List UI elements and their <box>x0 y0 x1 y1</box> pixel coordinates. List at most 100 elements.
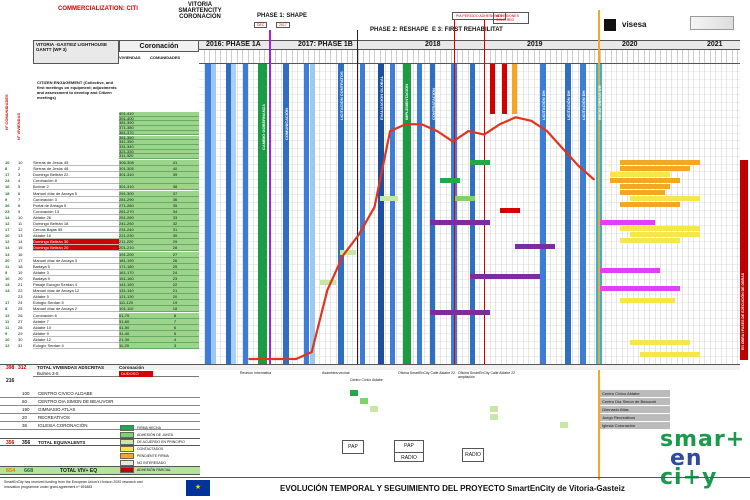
total-label: TOTAL VIVIENDAS ADSCRITAS <box>37 365 105 370</box>
evolution-point <box>514 116 517 119</box>
legend-swatch <box>120 424 134 431</box>
pap-label-2: PAP <box>404 443 414 449</box>
adhesion-note: PIA PERIODO ADHESIONES <box>452 12 507 20</box>
facility-right-label: Centro Día Simon de Beauvoir <box>600 398 670 405</box>
viviendas-header: VIVIENDAS <box>119 55 141 60</box>
legend-swatch <box>120 438 134 445</box>
status-bar <box>430 310 490 315</box>
row-viviendas: 131-140 <box>119 288 151 295</box>
facility-number: 100 <box>22 391 30 396</box>
status-bar <box>380 196 398 201</box>
right-vertical-label: EN OBRA / FASES DE EJECUCIÓN DE OBRAS <box>741 272 745 350</box>
legend-label: PENDIENTE FIRMA <box>137 453 169 458</box>
row-comunidades: 27 <box>151 251 199 258</box>
row-n-viviendas: 12 <box>5 312 10 318</box>
evolution-point <box>593 178 595 181</box>
evolution-point <box>530 119 533 122</box>
legend-label: CONTACTADOS <box>137 446 164 451</box>
timeline-label-1: Reunión informativa <box>240 371 272 375</box>
year-2019: 2019 <box>527 41 543 48</box>
legend-label: NO INTERESADO <box>137 460 166 465</box>
status-bar <box>500 208 520 213</box>
row-viviendas: 271-280 <box>119 202 151 209</box>
row-n-viviendas: 9 <box>5 330 8 336</box>
row-viviendas: 291-300 <box>119 190 151 197</box>
evolution-point <box>546 130 548 133</box>
row-viviendas: 301-310 <box>119 172 151 179</box>
total-com: 312 <box>18 365 27 371</box>
row-building-name: Eulogio Serdan 4 <box>33 343 119 350</box>
gov-logo <box>690 16 734 30</box>
row-number: 7 <box>18 196 21 202</box>
legend-item: NO INTERESADO <box>120 459 210 466</box>
facility-bars <box>350 390 600 430</box>
legend-label: DE ACUERDO EN PRINCIPIO <box>137 439 185 444</box>
n216: 216 <box>6 378 15 384</box>
facility-row: 100 CENTRO CIVICO ALDABE <box>0 390 200 398</box>
row-n-viviendas: 8 <box>5 306 8 312</box>
row-n-viviendas: 26 <box>5 202 10 208</box>
evolution-point <box>499 123 501 126</box>
stripe-red-2 <box>502 64 507 114</box>
row-number: 31 <box>18 343 23 348</box>
legend-item: CONTACTADOS <box>120 445 210 452</box>
row-building-name: Aldabe 10 <box>33 325 119 331</box>
timeline-label-5: Oficina SmartEnCity Calle Aldabe 22 ampl… <box>458 371 515 379</box>
row-viviendas: 61-70 <box>119 312 151 319</box>
gantt-title: VITORIA -GASTEIZ LIGHTHOUSE GANTT (WP 3) <box>36 42 108 52</box>
row-n-viviendas: 10 <box>5 275 10 281</box>
totals-row: 398 312 TOTAL VIVIENDAS ADSCRITAS Corona… <box>0 364 740 371</box>
legend-item: ADHESIÓN DE JUNTA <box>120 431 210 438</box>
row-comunidades: 3 <box>151 343 199 350</box>
row-n-viviendas: 16 <box>5 184 10 190</box>
facility-name: GIMNASIO ATLAS <box>38 407 76 412</box>
upper-range: 401-410 <box>119 112 199 117</box>
row-building-name: Badaya 9 <box>33 276 119 282</box>
row-n-viviendas: 17 <box>5 227 10 233</box>
phase-line-red-2 <box>484 20 485 365</box>
evolution-point <box>436 130 439 133</box>
visesa-logo <box>604 19 616 31</box>
status-bar <box>610 172 670 177</box>
row-building-name: Cercas Bajas 55 <box>33 227 119 234</box>
row-viviendas: 261-270 <box>119 208 151 215</box>
row-comunidades: 24 <box>151 269 199 276</box>
legend-item: ADHESIÓN PARCIAL <box>120 466 210 473</box>
row-n-viviendas: 14 <box>5 251 10 257</box>
row-building-name: Manuel díaz de Arcaya 12 <box>33 288 119 295</box>
row-comunidades: 22 <box>151 282 199 289</box>
row-viviendas: 51-60 <box>119 318 151 325</box>
row-number: 15 <box>18 245 23 251</box>
evolution-point <box>467 130 470 133</box>
row-n-viviendas: 14 <box>5 288 10 294</box>
facility-bar-1 <box>350 390 358 396</box>
row-comunidades: 32 <box>151 221 199 228</box>
row-viviendas: 161-170 <box>119 269 151 276</box>
upper-range: 371-380 <box>119 126 199 131</box>
legend-swatch <box>120 466 134 473</box>
year-2020: 2020 <box>622 41 638 48</box>
phase1-label: PHASE 1: SHAPE <box>257 13 308 19</box>
coronacion-block: Coronación <box>119 40 199 52</box>
row-building-name: Coronación 6 <box>33 313 119 319</box>
status-bar <box>620 202 680 207</box>
evolution-point <box>279 358 282 360</box>
legend-swatch <box>120 431 134 438</box>
evolution-point <box>310 351 313 353</box>
row-comunidades: 28 <box>151 245 199 252</box>
row-building-name: Aldabe 9 <box>33 331 119 337</box>
row-building-name: Pasaje Eulogio Serdan 4 <box>33 282 119 289</box>
facility-right-label: Centro Cívico Aldabe <box>600 390 670 397</box>
row-comunidades: 35 <box>151 202 199 209</box>
total-viv: 398 <box>6 365 15 371</box>
radio-box-2: RADIO <box>462 448 484 462</box>
stripe-blue-10 <box>430 64 435 364</box>
row-n-viviendas: 20 <box>5 257 10 263</box>
upper-range: 351-360 <box>119 135 199 141</box>
stripe-blue-2 <box>226 64 231 364</box>
row-building-name <box>33 252 119 258</box>
timeline-label-4: Oficina SmartEnCity Calle Aldabe 22 <box>398 371 455 375</box>
row-n-viviendas: 14 <box>5 282 10 287</box>
year-2021: 2021 <box>707 41 723 48</box>
facility-bar-5 <box>490 414 498 420</box>
